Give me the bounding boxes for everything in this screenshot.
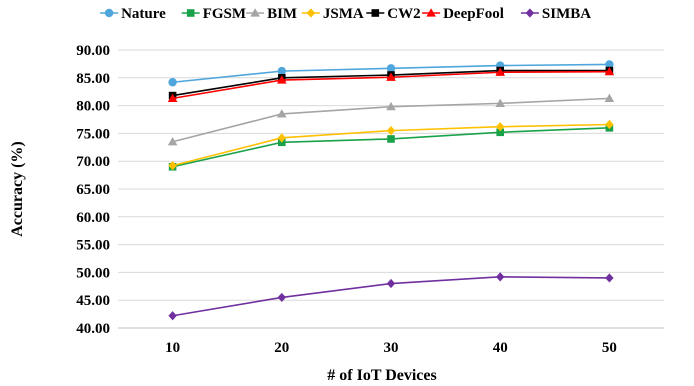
data-point-deepfool — [604, 66, 615, 76]
series-simba — [168, 272, 614, 321]
data-point-deepfool — [167, 93, 178, 102]
legend-label: Nature — [121, 6, 166, 22]
data-point-nature — [277, 66, 286, 76]
legend-marker — [104, 8, 114, 18]
data-point-fgsm — [496, 128, 504, 137]
data-point-jsma — [168, 161, 177, 171]
series-bim — [167, 93, 615, 146]
data-point-bim — [604, 93, 615, 102]
data-point-simba — [277, 292, 286, 303]
legend-item-fgsm: FGSM — [181, 6, 246, 22]
legend-item-bim: BIM — [246, 6, 297, 22]
legend-marker — [426, 8, 436, 17]
legend-label: CW2 — [387, 6, 420, 22]
data-point-simba — [605, 273, 614, 283]
legend-label: BIM — [267, 6, 297, 22]
y-tick-label: 70.00 — [76, 154, 110, 170]
data-point-jsma — [605, 119, 614, 130]
data-point-bim — [167, 136, 178, 146]
data-point-deepfool — [277, 75, 287, 84]
x-axis-ticks: 10 20 30 40 50 — [165, 340, 617, 356]
x-tick-label: 30 — [384, 340, 399, 356]
data-point-deepfool — [495, 67, 505, 76]
data-point-simba — [168, 311, 177, 321]
legend-marker — [186, 9, 195, 17]
legend-label: SIMBA — [542, 6, 591, 22]
series-deepfool — [167, 66, 615, 102]
series-nature — [168, 60, 614, 87]
legend-item-jsma: JSMA — [301, 6, 364, 22]
legend: Nature FGSM BIM JSMA CW2 DeepFool SIMBA — [100, 6, 591, 22]
data-point-nature — [168, 78, 177, 87]
legend-marker — [525, 8, 535, 18]
legend-item-simba: SIMBA — [520, 6, 591, 22]
y-tick-label: 90.00 — [76, 43, 110, 59]
legend-item-nature: Nature — [100, 6, 166, 22]
y-axis-label: Accuracy (%) — [9, 141, 26, 237]
data-point-simba — [386, 278, 396, 289]
legend-marker — [371, 9, 380, 17]
y-axis-ticks: 40.00 45.00 50.00 55.00 60.00 65.00 70.00 75.00… — [76, 43, 110, 337]
data-point-nature — [386, 64, 396, 73]
data-point-jsma — [496, 122, 505, 132]
series-group — [167, 60, 615, 321]
y-tick-label: 50.00 — [76, 265, 110, 281]
y-tick-label: 80.00 — [76, 99, 110, 115]
y-tick-label: 85.00 — [76, 71, 110, 87]
x-tick-label: 10 — [165, 340, 180, 356]
y-tick-label: 55.00 — [76, 238, 110, 254]
data-point-jsma — [386, 126, 396, 136]
legend-label: JSMA — [323, 6, 364, 22]
legend-item-cw2: CW2 — [366, 6, 421, 22]
legend-marker — [250, 8, 260, 17]
data-point-nature — [605, 60, 614, 69]
x-tick-label: 40 — [493, 340, 508, 356]
y-tick-label: 75.00 — [76, 126, 110, 142]
data-point-bim — [495, 98, 505, 107]
data-point-simba — [496, 272, 505, 282]
data-point-bim — [386, 101, 396, 111]
y-tick-label: 65.00 — [76, 182, 110, 198]
data-point-jsma — [277, 133, 286, 143]
legend-marker — [306, 8, 316, 18]
data-point-fgsm — [387, 135, 395, 143]
series-jsma — [168, 119, 614, 171]
x-tick-label: 20 — [274, 340, 289, 356]
y-tick-label: 40.00 — [76, 321, 110, 337]
y-tick-label: 45.00 — [76, 293, 110, 309]
x-axis-label: # of IoT Devices — [327, 367, 436, 384]
data-point-bim — [277, 109, 287, 118]
data-point-deepfool — [386, 72, 396, 81]
legend-label: FGSM — [203, 6, 246, 22]
y-tick-label: 60.00 — [76, 210, 110, 226]
x-tick-label: 50 — [602, 340, 617, 356]
legend-label: DeepFool — [443, 6, 504, 22]
legend-item-deepfool: DeepFool — [422, 6, 504, 22]
